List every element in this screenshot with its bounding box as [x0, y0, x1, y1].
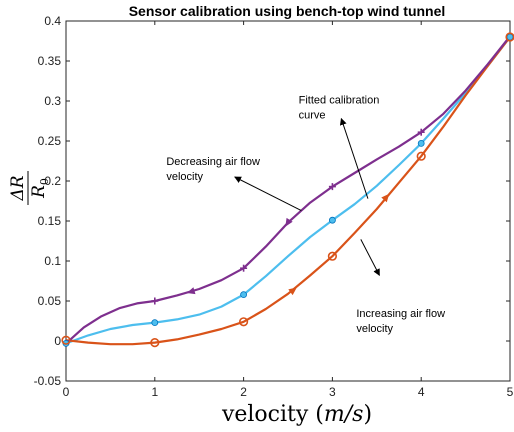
y-tick-label: 0.35 — [38, 54, 62, 68]
data-point-increasing — [150, 338, 160, 348]
series-line-decreasing — [65, 35, 511, 345]
annotation-line: curve — [299, 109, 326, 121]
svg-text:ΔR: ΔR — [8, 175, 28, 201]
annotation-line: Fitted calibration — [299, 94, 380, 106]
data-point-decreasing — [417, 128, 425, 136]
annotation-line: velocity — [166, 171, 203, 183]
plot-frame — [65, 20, 511, 382]
x-tick-label: 0 — [63, 385, 70, 399]
series-markers — [61, 32, 514, 348]
direction-arrow-increasing — [288, 287, 297, 296]
x-tick-label: 2 — [240, 385, 247, 399]
data-point-fitted — [151, 319, 159, 327]
series-lines — [65, 35, 511, 346]
data-point-increasing — [416, 151, 426, 161]
x-tick-label: 5 — [507, 385, 514, 399]
annotation-text-decreasing: Decreasing air flow velocity — [166, 156, 260, 183]
data-point-fitted — [328, 216, 336, 224]
annotation-arrow-decreasing — [234, 176, 302, 212]
data-point-decreasing — [151, 297, 159, 305]
direction-arrow-decreasing — [285, 217, 293, 227]
annotation-arrow-fitted — [339, 117, 369, 199]
data-point-increasing — [327, 251, 338, 261]
y-tick-label: 0.05 — [38, 294, 62, 308]
y-tick-label: 0.3 — [44, 94, 61, 108]
y-tick-label: 0.2 — [44, 174, 61, 188]
annotation-line: Decreasing air flow — [166, 156, 260, 168]
x-axis-label: velocity (m/s) — [221, 402, 372, 427]
y-tick-label: 0.15 — [38, 214, 62, 228]
data-point-decreasing — [328, 183, 336, 191]
y-tick-label: 0.25 — [38, 134, 62, 148]
annotation-line: velocity — [356, 323, 393, 335]
x-tick-label: 4 — [418, 385, 425, 399]
data-point-fitted — [240, 291, 248, 299]
y-tick-label: 0 — [54, 334, 61, 348]
direction-arrow-increasing — [381, 193, 390, 203]
x-tick-label: 1 — [151, 385, 158, 399]
y-tick-label: -0.05 — [34, 374, 62, 388]
data-point-increasing — [61, 335, 71, 345]
series-line-increasing — [65, 36, 511, 346]
y-tick-label: 0.4 — [44, 14, 61, 28]
data-point-decreasing — [240, 264, 248, 272]
y-tick-label: 0.1 — [44, 254, 61, 268]
series-line-fitted — [65, 36, 511, 345]
annotations: Fitted calibration curve Decreasing air fl… — [166, 94, 445, 335]
annotation-text-increasing: Increasing air flow velocity — [356, 308, 445, 335]
x-tick-label: 3 — [329, 385, 336, 399]
data-point-increasing — [239, 317, 249, 327]
data-point-fitted — [506, 33, 514, 41]
annotation-arrow-increasing — [360, 239, 380, 277]
annotation-line: Increasing air flow — [356, 308, 445, 320]
chart-title: Sensor calibration using bench-top wind … — [129, 3, 446, 19]
data-point-fitted — [417, 139, 425, 147]
direction-arrow-decreasing — [186, 287, 196, 295]
annotation-text-fitted: Fitted calibration curve — [299, 94, 380, 121]
